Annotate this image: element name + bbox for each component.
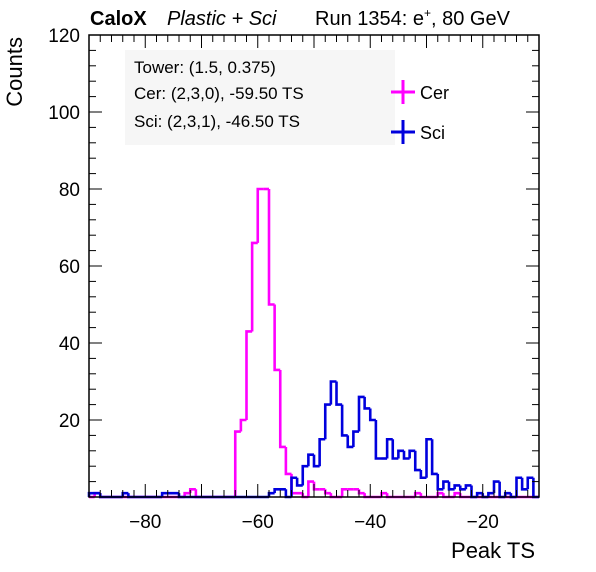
experiment-label: CaloX (90, 8, 147, 30)
legend-marker-sci (391, 120, 415, 144)
bin-sci (526, 476, 534, 490)
bin-sci (357, 395, 365, 432)
bin-sci (307, 453, 314, 467)
bin-sci (447, 481, 455, 491)
bin-sci (301, 464, 309, 486)
bin-sci (458, 485, 466, 491)
bin-sci (329, 380, 337, 405)
bin-sci (385, 437, 393, 459)
bin-cer (357, 489, 365, 495)
stats-box (125, 50, 395, 145)
y-tick-label: 60 (59, 257, 80, 278)
bin-sci (312, 454, 320, 468)
bin-sci (464, 484, 472, 490)
bin-sci (419, 470, 427, 480)
bin-sci (436, 473, 444, 491)
config-label: Plastic + Sci (167, 8, 277, 30)
bin-cer (245, 330, 253, 420)
bin-sci (532, 477, 539, 499)
bin-sci (368, 408, 376, 422)
bin-cer (340, 488, 348, 497)
bin-sci (402, 450, 410, 460)
bin-cer (323, 489, 331, 495)
series-cer (89, 187, 539, 499)
x-axis-title: Peak TS (451, 538, 535, 563)
bin-sci (520, 477, 528, 491)
run-label-suffix: , 80 GeV (431, 8, 511, 30)
legend: Cer Sci (391, 80, 449, 144)
bin-sci (318, 437, 326, 467)
y-tick-label: 80 (59, 180, 80, 201)
bin-sci (374, 420, 382, 460)
bin-sci (363, 396, 371, 410)
bin-sci (492, 480, 500, 494)
bin-sci (340, 404, 348, 437)
tower-info: Tower: (1.5, 0.375) (134, 58, 276, 77)
bin-cer (273, 304, 281, 372)
run-label-sup: + (424, 6, 431, 20)
series-sci (87, 380, 539, 499)
bin-cer (256, 187, 264, 243)
bin-sci (397, 449, 404, 459)
bin-sci (335, 381, 343, 406)
bin-sci (391, 439, 399, 460)
bin-sci (487, 491, 494, 497)
bin-cer (250, 241, 258, 332)
bin-sci (160, 491, 179, 497)
x-tick-label: −40 (354, 512, 386, 533)
x-tick-label: −80 (129, 512, 161, 533)
bin-sci (323, 403, 331, 440)
y-tick-label: 20 (59, 411, 80, 432)
x-tick-label: −60 (242, 512, 274, 533)
bin-sci (413, 450, 421, 472)
bin-sci (295, 477, 303, 487)
bin-cer (233, 430, 241, 497)
bin-cer (239, 418, 247, 432)
cer-info: Cer: (2,3,0), -59.50 TS (134, 84, 304, 103)
bin-sci (425, 437, 433, 478)
run-label: Run 1354: e+, 80 GeV (315, 6, 511, 30)
y-tick-label: 120 (48, 26, 80, 47)
bin-sci (475, 491, 483, 497)
bin-sci (408, 449, 416, 459)
run-label-text: Run 1354: e (315, 8, 424, 30)
bin-sci (453, 484, 461, 490)
bin-cer (453, 491, 461, 497)
bin-cer (284, 446, 292, 476)
y-tick-label: 40 (59, 334, 80, 355)
legend-label-cer: Cer (420, 83, 449, 103)
y-tick-label: 100 (48, 103, 80, 124)
bin-sci (346, 435, 354, 449)
tick-layer: −80 −60 −40 −20 20 40 60 80 100 120 (48, 26, 540, 533)
histogram-layer (87, 187, 539, 499)
sci-info: Sci: (2,3,1), -46.50 TS (134, 112, 300, 131)
legend-marker-cer (391, 80, 415, 104)
bin-cer (278, 369, 286, 449)
legend-label-sci: Sci (420, 123, 445, 143)
x-tick-label: −20 (467, 512, 499, 533)
bin-cer (307, 480, 314, 497)
y-axis-title: Counts (2, 37, 27, 107)
bin-cer (312, 481, 320, 491)
bin-sci (273, 488, 286, 494)
bin-sci (442, 480, 449, 490)
bin-cer (267, 189, 275, 306)
bin-sci (430, 439, 438, 476)
bin-sci (352, 430, 359, 447)
